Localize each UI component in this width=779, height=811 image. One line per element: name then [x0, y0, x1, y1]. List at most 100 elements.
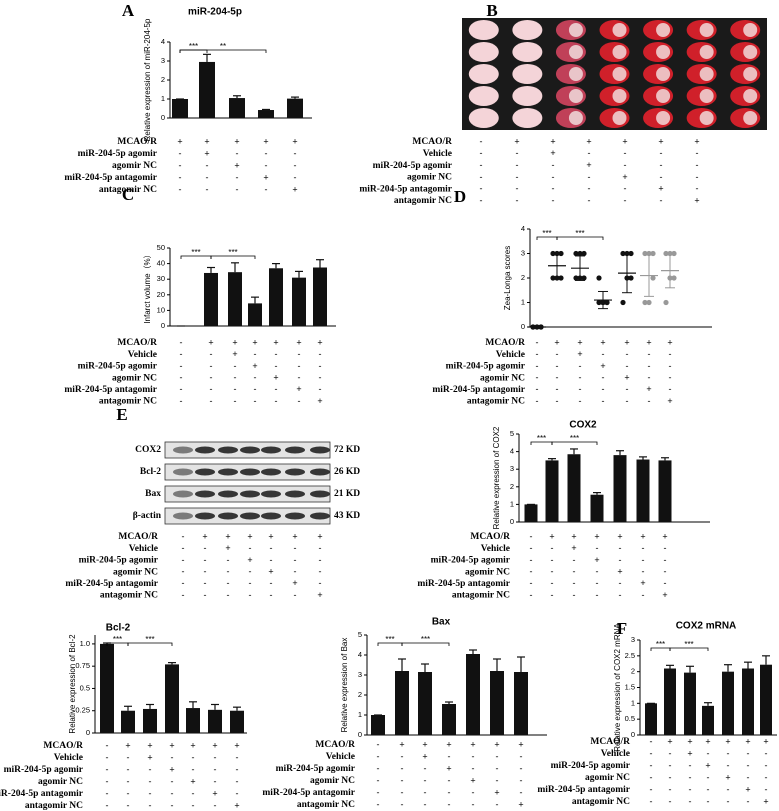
condition-sign: - [236, 788, 239, 798]
condition-sign: - [424, 763, 427, 773]
condition-sign: - [727, 796, 730, 806]
band-name: Bax [145, 489, 161, 499]
condition-sign: - [588, 148, 591, 158]
significance-bracket [127, 642, 173, 646]
blot-band [310, 468, 330, 476]
condition-label: antagomir NC [452, 591, 510, 601]
condition-sign: + [317, 396, 322, 406]
condition-sign: - [377, 775, 380, 785]
infarct [699, 67, 714, 81]
condition-sign: - [254, 372, 257, 382]
condition-sign: - [377, 739, 380, 749]
condition-label: miR-204-5p antagomir [359, 184, 452, 194]
significance-label: *** [542, 229, 551, 238]
condition-sign: - [520, 751, 523, 761]
chart-title: COX2 [569, 420, 597, 431]
condition-label: Vehicle [481, 544, 510, 554]
condition-sign: - [650, 736, 653, 746]
condition-sign: + [212, 740, 217, 750]
condition-sign: - [192, 800, 195, 810]
condition-sign: - [664, 566, 667, 576]
point [596, 299, 602, 306]
condition-sign: + [273, 337, 278, 347]
condition-sign: + [640, 531, 645, 541]
condition-sign: - [180, 337, 183, 347]
condition-sign: - [182, 590, 185, 600]
condition-sign: + [622, 136, 627, 146]
condition-label: miR-204-5p agomir [431, 556, 511, 566]
condition-sign: - [319, 578, 322, 588]
condition-sign: - [206, 172, 209, 182]
condition-label: agomir NC [310, 776, 355, 786]
condition-sign: - [149, 788, 152, 798]
condition-label: antagomir NC [99, 185, 157, 195]
bar [143, 708, 157, 733]
point [646, 299, 652, 306]
condition-label: antagomir NC [297, 800, 355, 810]
condition-sign: - [149, 800, 152, 810]
condition-sign: - [551, 590, 554, 600]
chart-title: Bax [432, 617, 451, 628]
condition-sign: - [210, 361, 213, 371]
y-tick-label: 4 [161, 37, 165, 46]
bar [466, 654, 480, 735]
condition-sign: - [552, 160, 555, 170]
condition-sign: - [270, 555, 273, 565]
condition-sign: - [401, 751, 404, 761]
infarct [743, 67, 758, 81]
bar [228, 272, 242, 326]
condition-sign: + [247, 531, 252, 541]
condition-sign: + [263, 172, 268, 182]
condition-sign: - [520, 787, 523, 797]
condition-sign: - [707, 784, 710, 794]
condition-label: antagomir NC [99, 397, 157, 407]
condition-sign: - [127, 752, 130, 762]
condition-sign: + [586, 136, 591, 146]
infarct [612, 89, 627, 103]
condition-sign: - [551, 555, 554, 565]
condition-sign: - [624, 160, 627, 170]
condition-sign: - [106, 800, 109, 810]
point [581, 250, 587, 257]
y-tick-label: 3 [631, 635, 635, 644]
condition-sign: + [252, 361, 257, 371]
condition-sign: - [626, 349, 629, 359]
bar [258, 110, 274, 118]
condition-sign: + [190, 776, 195, 786]
bar [121, 710, 135, 733]
condition-sign: - [210, 396, 213, 406]
condition-label: miR-204-5p agomir [446, 362, 526, 372]
condition-sign: - [236, 184, 239, 194]
condition-sign: - [530, 543, 533, 553]
chart-title: miR-204-5p [188, 7, 242, 18]
blot-band [195, 512, 215, 520]
condition-sign: + [518, 739, 523, 749]
condition-sign: - [556, 361, 559, 371]
condition-sign: + [292, 531, 297, 541]
condition-sign: - [227, 590, 230, 600]
condition-sign: + [518, 799, 523, 809]
significance-label: *** [189, 42, 198, 51]
condition-sign: - [234, 372, 237, 382]
y-tick-label: 20 [157, 290, 165, 299]
bar [702, 705, 714, 735]
y-tick-label: 0.25 [75, 706, 90, 715]
condition-sign: - [149, 776, 152, 786]
condition-sign: - [319, 384, 322, 394]
condition-sign: - [669, 760, 672, 770]
blot-band [261, 490, 281, 498]
y-axis-label: Relative expression of COX2 mRNA [613, 623, 622, 752]
condition-sign: - [588, 184, 591, 194]
bar [442, 704, 456, 735]
condition-sign: - [210, 349, 213, 359]
condition-sign: + [147, 740, 152, 750]
condition-label: MCAO/R [412, 137, 452, 147]
panel-letter: D [454, 187, 466, 206]
condition-sign: - [179, 148, 182, 158]
blot-band [310, 446, 330, 454]
condition-sign: + [232, 337, 237, 347]
condition-label: miR-204-5p antagomir [64, 173, 157, 183]
significance-bracket [556, 236, 604, 240]
condition-sign: + [617, 566, 622, 576]
chart-title: COX2 mRNA [676, 621, 737, 632]
